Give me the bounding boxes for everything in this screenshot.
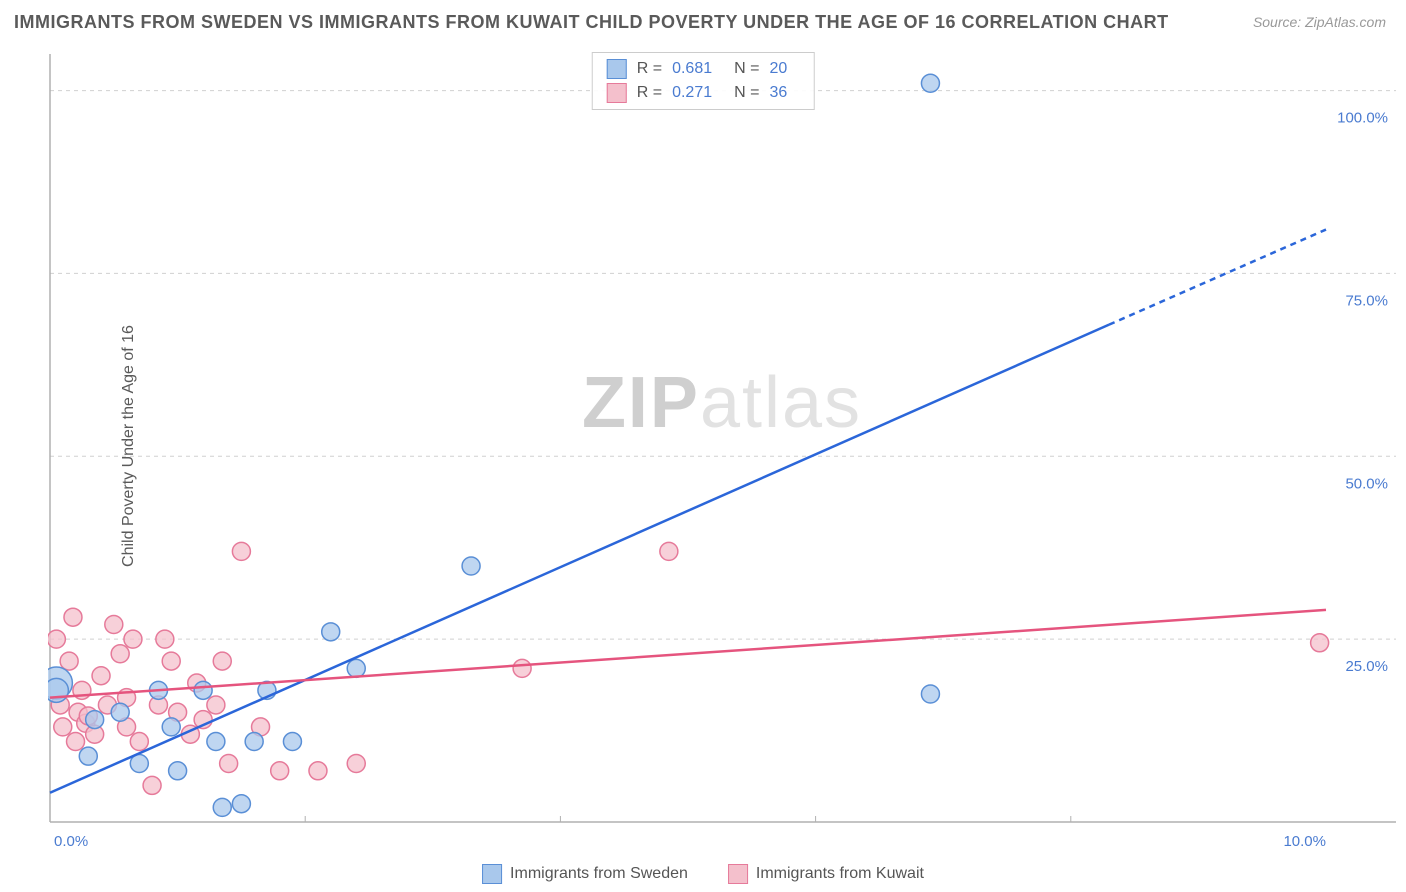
n-label: N =: [734, 84, 759, 102]
legend-item: Immigrants from Sweden: [482, 864, 688, 884]
svg-text:100.0%: 100.0%: [1337, 110, 1388, 127]
svg-text:25.0%: 25.0%: [1345, 658, 1388, 675]
n-label: N =: [734, 60, 759, 78]
scatter-plot: 25.0% 50.0% 75.0% 100.0% 0.0% 10.0%: [48, 50, 1396, 852]
r-value: 0.271: [672, 84, 712, 102]
legend-swatch: [728, 864, 748, 884]
legend-row: R = 0.271 N = 36: [607, 81, 800, 105]
r-label: R =: [637, 84, 662, 102]
svg-text:0.0%: 0.0%: [54, 833, 88, 850]
legend-label: Immigrants from Sweden: [510, 865, 688, 883]
source-credit: Source: ZipAtlas.com: [1253, 14, 1386, 30]
r-label: R =: [637, 60, 662, 78]
n-value: 20: [769, 60, 787, 78]
chart-area: 25.0%50.0%75.0%100.0%0.0%10.0% ZIPatlas: [48, 50, 1396, 852]
series-legend: Immigrants from Sweden Immigrants from Ku…: [482, 864, 924, 884]
chart-title: IMMIGRANTS FROM SWEDEN VS IMMIGRANTS FRO…: [14, 12, 1169, 33]
svg-text:50.0%: 50.0%: [1345, 475, 1388, 492]
legend-item: Immigrants from Kuwait: [728, 864, 924, 884]
correlation-legend: R = 0.681 N = 20 R = 0.271 N = 36: [592, 52, 815, 110]
legend-swatch: [482, 864, 502, 884]
legend-swatch: [607, 59, 627, 79]
legend-swatch: [607, 83, 627, 103]
legend-row: R = 0.681 N = 20: [607, 57, 800, 81]
r-value: 0.681: [672, 60, 712, 78]
svg-text:10.0%: 10.0%: [1283, 833, 1326, 850]
legend-label: Immigrants from Kuwait: [756, 865, 924, 883]
n-value: 36: [769, 84, 787, 102]
svg-text:75.0%: 75.0%: [1345, 292, 1388, 309]
